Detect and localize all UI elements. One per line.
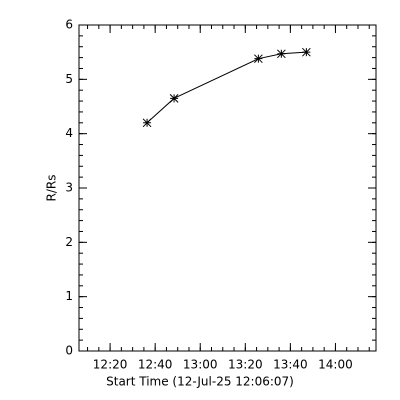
x-tick-label: 12:40 [138, 358, 173, 372]
y-tick-label: 3 [65, 181, 73, 195]
y-tick-label: 2 [65, 235, 73, 249]
data-point [254, 54, 263, 64]
data-point [302, 47, 311, 57]
x-axis-label: Start Time (12-Jul-25 12:06:07) [106, 375, 294, 389]
plot-frame [78, 24, 377, 352]
data-point [142, 118, 152, 128]
y-tick-label: 0 [65, 344, 73, 358]
y-tick-label: 6 [65, 18, 73, 32]
x-tick-label: 14:00 [318, 358, 353, 372]
data-line [146, 51, 307, 124]
x-tick-label: 12:20 [93, 358, 128, 372]
data-point [169, 93, 179, 103]
y-axis-label: R/Rs [45, 175, 59, 202]
y-tick-label: 4 [65, 126, 73, 140]
data-point [277, 49, 286, 59]
x-tick-label: 13:40 [273, 358, 308, 372]
x-tick-label: 13:00 [183, 358, 218, 372]
y-tick-label: 1 [65, 289, 73, 303]
y-tick-label: 5 [65, 72, 73, 86]
x-tick-label: 13:20 [228, 358, 263, 372]
